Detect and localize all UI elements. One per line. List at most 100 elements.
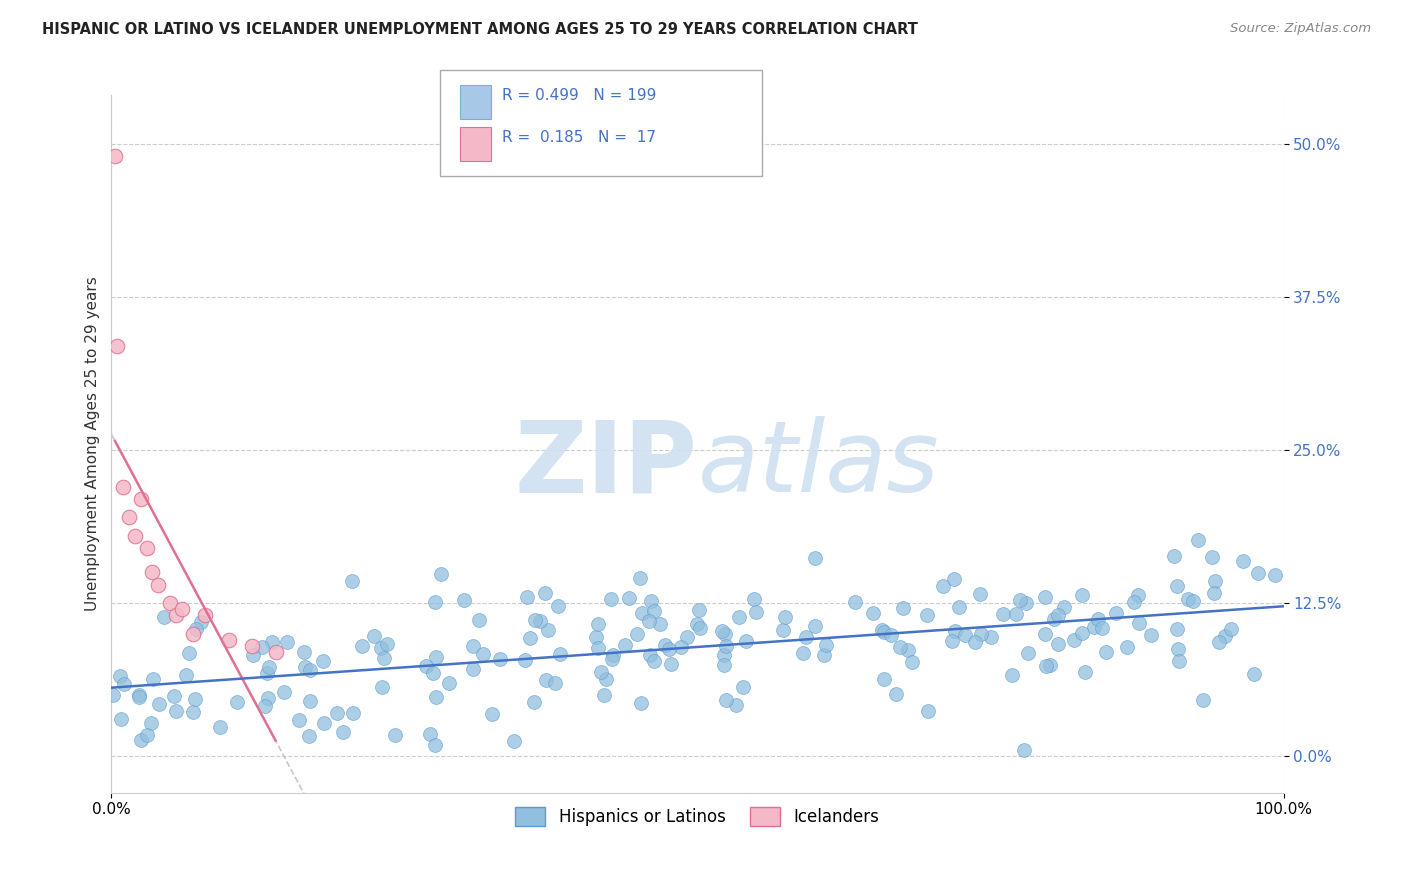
Point: [1213, 629, 1236, 643]
Point: [373, 651, 395, 665]
Point: [250, 640, 273, 654]
Point: [1035, 659, 1057, 673]
Point: [792, 646, 814, 660]
Point: [472, 648, 495, 662]
Point: [183, 626, 205, 640]
Point: [1247, 566, 1270, 580]
Point: [425, 690, 447, 705]
Point: [1047, 608, 1070, 623]
Point: [1166, 622, 1188, 636]
Point: [174, 668, 197, 682]
Point: [965, 635, 987, 649]
Point: [165, 608, 187, 623]
Point: [1091, 621, 1114, 635]
Point: [104, 149, 127, 163]
Point: [638, 648, 661, 662]
Point: [724, 698, 747, 712]
Point: [600, 652, 623, 666]
Point: [1264, 568, 1286, 582]
Point: [689, 621, 711, 635]
Point: [110, 712, 132, 726]
Point: [941, 633, 963, 648]
Point: [370, 681, 392, 695]
Point: [225, 695, 247, 709]
Point: [794, 630, 817, 644]
Point: [503, 734, 526, 748]
Point: [1208, 635, 1230, 649]
Point: [870, 623, 893, 637]
Point: [332, 724, 354, 739]
Point: [240, 639, 263, 653]
Point: [257, 659, 280, 673]
Point: [643, 654, 665, 668]
Point: [184, 623, 207, 637]
Point: [298, 663, 321, 677]
Point: [917, 705, 939, 719]
Point: [745, 605, 768, 619]
Point: [523, 695, 546, 709]
Point: [1074, 665, 1097, 679]
Point: [889, 640, 911, 654]
Point: [294, 645, 316, 659]
Point: [534, 673, 557, 687]
Point: [970, 627, 993, 641]
Point: [731, 680, 754, 694]
Point: [129, 733, 152, 747]
Point: [375, 637, 398, 651]
Point: [190, 615, 212, 630]
Text: R = 0.499   N = 199: R = 0.499 N = 199: [502, 88, 657, 103]
Point: [814, 638, 837, 652]
Point: [181, 706, 204, 720]
Point: [640, 594, 662, 608]
Point: [468, 613, 491, 627]
Point: [631, 606, 654, 620]
Point: [1105, 607, 1128, 621]
Y-axis label: Unemployment Among Ages 25 to 29 years: Unemployment Among Ages 25 to 29 years: [86, 277, 100, 611]
Point: [422, 666, 444, 681]
Point: [163, 689, 186, 703]
Point: [714, 640, 737, 654]
Point: [813, 648, 835, 662]
Point: [1008, 592, 1031, 607]
Point: [326, 706, 349, 721]
Point: [669, 640, 692, 654]
Point: [1071, 589, 1094, 603]
Point: [481, 706, 503, 721]
Point: [256, 691, 278, 706]
Point: [1087, 612, 1109, 626]
Point: [1004, 607, 1026, 621]
Point: [118, 510, 141, 524]
Point: [1166, 579, 1188, 593]
Point: [515, 653, 537, 667]
Point: [260, 635, 283, 649]
Point: [101, 688, 124, 702]
Point: [256, 665, 278, 680]
Point: [430, 567, 453, 582]
Point: [586, 617, 609, 632]
Point: [148, 577, 170, 591]
Point: [772, 623, 794, 637]
Point: [713, 657, 735, 672]
Point: [891, 601, 914, 615]
Point: [953, 628, 976, 642]
Point: [529, 614, 551, 628]
Text: HISPANIC OR LATINO VS ICELANDER UNEMPLOYMENT AMONG AGES 25 TO 29 YEARS CORRELATI: HISPANIC OR LATINO VS ICELANDER UNEMPLOY…: [42, 22, 918, 37]
Point: [437, 675, 460, 690]
Point: [177, 646, 200, 660]
Point: [208, 720, 231, 734]
Point: [586, 641, 609, 656]
Point: [124, 529, 146, 543]
Point: [1095, 645, 1118, 659]
Point: [419, 727, 441, 741]
Legend: Hispanics or Latinos, Icelanders: Hispanics or Latinos, Icelanders: [509, 800, 886, 833]
Point: [585, 631, 607, 645]
Point: [1033, 591, 1056, 605]
Point: [312, 654, 335, 668]
Point: [638, 615, 661, 629]
Point: [727, 609, 749, 624]
Point: [340, 574, 363, 589]
Point: [194, 608, 217, 623]
Point: [384, 728, 406, 742]
Point: [1063, 632, 1085, 647]
Point: [617, 591, 640, 605]
